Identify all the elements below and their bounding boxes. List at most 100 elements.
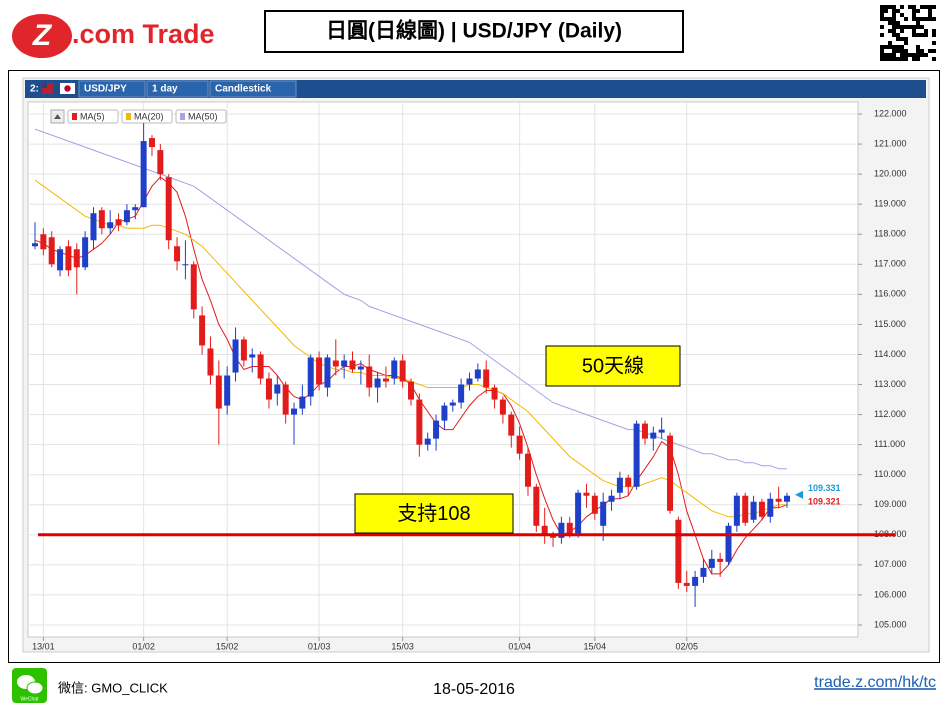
candle-body	[499, 399, 506, 415]
candle-body	[249, 354, 256, 358]
x-tick-label: 01/02	[132, 641, 155, 651]
x-tick-label: 15/02	[216, 641, 239, 651]
qr-cell	[884, 45, 888, 49]
candle-body	[408, 381, 414, 400]
qr-cell	[888, 57, 892, 61]
style-tab[interactable]	[209, 80, 297, 98]
y-tick-label: 105.000	[874, 619, 907, 629]
qr-cell	[924, 17, 928, 21]
interval: 1 day	[152, 84, 178, 95]
qr-cell	[916, 17, 920, 21]
y-tick-label: 118.000	[874, 229, 906, 239]
candle-body	[491, 387, 498, 400]
qr-cell	[896, 33, 900, 37]
legend-item[interactable]	[67, 109, 119, 124]
logo-text: .com Trade	[72, 19, 215, 49]
qr-cell	[932, 41, 936, 45]
qr-cell	[904, 41, 908, 45]
qr-cell	[888, 5, 892, 9]
title: 日圓(日線圖) | USD/JPY (Daily)	[326, 19, 622, 43]
qr-cell	[880, 5, 884, 9]
y-tick-label: 121.000	[874, 138, 907, 148]
qr-cell	[896, 45, 900, 49]
qr-cell	[892, 17, 896, 21]
legend-item[interactable]	[121, 109, 173, 124]
candle-body	[332, 360, 339, 367]
qr-cell	[900, 53, 904, 57]
qr-cell	[892, 33, 896, 37]
candle-body	[533, 486, 540, 526]
candle-body	[366, 366, 373, 388]
qr-cell	[884, 57, 888, 61]
qr-cell	[932, 17, 936, 21]
legend-label: MA(20)	[134, 111, 164, 121]
qr-cell	[928, 49, 932, 53]
candle-body	[524, 453, 531, 487]
qr-cell	[888, 53, 892, 57]
qr-cell	[888, 21, 892, 25]
flag-us	[42, 83, 53, 94]
candle-body	[148, 138, 155, 148]
symbol: USD/JPY	[84, 84, 127, 95]
x-tick-label: 15/03	[391, 641, 414, 651]
qr-cell	[908, 53, 912, 57]
qr-cell	[916, 57, 920, 61]
y-tick-label: 115.000	[874, 319, 906, 329]
site-link[interactable]: trade.z.com/hk/tc	[814, 674, 936, 691]
qr-cell	[884, 5, 888, 9]
qr-cell	[892, 57, 896, 61]
candle-body	[600, 501, 607, 526]
qr-cell	[904, 53, 908, 57]
qr-cell	[928, 9, 932, 13]
symbol-tab[interactable]	[78, 80, 146, 98]
style: Candlestick	[215, 84, 272, 95]
candle-body	[48, 237, 55, 265]
candle-body	[32, 243, 38, 247]
qr-cell	[924, 5, 928, 9]
annotation: 支持108	[397, 502, 470, 525]
qr-cell	[880, 13, 884, 17]
qr-cell	[900, 25, 904, 29]
qr-cell	[916, 49, 920, 53]
candle-body	[65, 246, 72, 271]
qr-cell	[932, 5, 936, 9]
qr-cell	[912, 13, 916, 17]
qr-cell	[900, 37, 904, 41]
candle-body	[240, 339, 247, 361]
candle-body	[658, 429, 665, 433]
qr-cell	[920, 49, 924, 53]
legend-label: MA(5)	[80, 111, 105, 121]
candle-body	[550, 534, 557, 538]
candle-body	[265, 378, 272, 400]
candle-body	[558, 522, 565, 538]
qr-cell	[912, 17, 916, 21]
candle-body	[341, 360, 348, 367]
candle-body	[282, 384, 289, 415]
candle-body	[575, 492, 582, 535]
qr-cell	[924, 29, 928, 33]
flag-jp-sun	[64, 85, 71, 92]
interval-tab[interactable]	[146, 80, 209, 98]
qr-cell	[920, 33, 924, 37]
annotation: 50天線	[582, 354, 644, 377]
y-tick-label: 106.000	[874, 589, 907, 599]
qr-cell	[880, 53, 884, 57]
qr-cell	[912, 33, 916, 37]
legend-item[interactable]	[175, 109, 227, 124]
x-tick-label: 01/03	[308, 641, 331, 651]
candle-body	[107, 222, 114, 229]
qr-cell	[884, 53, 888, 57]
candle-body	[458, 384, 465, 403]
wechat-label: WeChat	[21, 696, 40, 702]
y-tick-label: 116.000	[874, 289, 906, 299]
candle-body	[374, 378, 381, 388]
legend-swatch	[180, 113, 185, 120]
qr-cell	[928, 17, 932, 21]
x-tick-label: 15/04	[584, 641, 607, 651]
qr-cell	[916, 9, 920, 13]
candle-body	[683, 582, 690, 586]
candle-body	[466, 378, 473, 385]
logo-mark: Z	[32, 19, 53, 52]
y-tick-label: 109.000	[874, 499, 907, 509]
qr-cell	[884, 9, 888, 13]
